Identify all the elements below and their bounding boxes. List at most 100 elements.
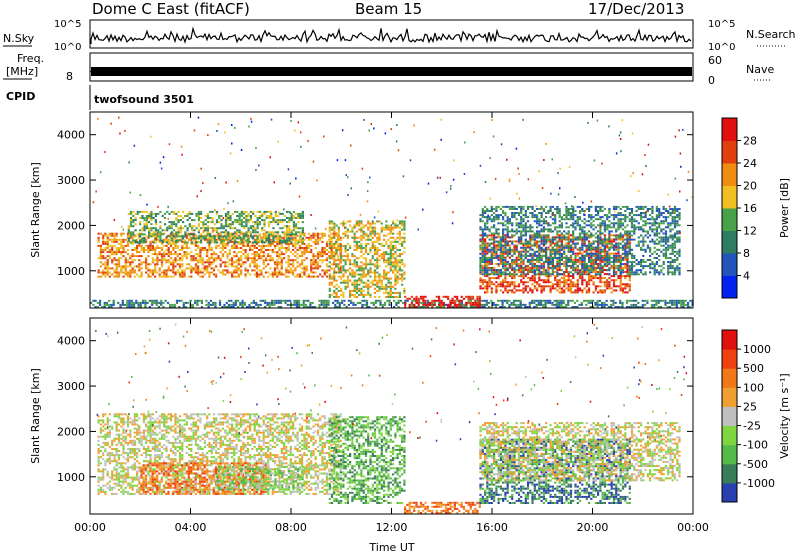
echo-cell (203, 265, 206, 268)
echo-cell (396, 232, 399, 235)
echo-cell (524, 269, 527, 271)
echo-cell (298, 301, 301, 304)
echo-cell (403, 289, 406, 292)
echo-cell (262, 251, 265, 254)
echo-cell (522, 275, 525, 278)
echo-cell (140, 271, 143, 274)
echo-cell (511, 240, 514, 243)
echo-cell (337, 275, 340, 278)
echo-cell (339, 269, 342, 272)
echo-cell (234, 235, 237, 238)
echo-cell (353, 232, 356, 235)
echo-cell (497, 246, 500, 249)
echo-cell (276, 242, 279, 245)
echo-cell (258, 221, 261, 224)
echo-cell (612, 281, 616, 284)
echo-cell (369, 226, 372, 229)
echo-cell (242, 261, 245, 264)
echo-cell (436, 306, 439, 308)
echo-cell (301, 255, 304, 258)
echo-cell (117, 242, 121, 245)
echo-cell (513, 269, 516, 272)
echo-cell (295, 303, 298, 306)
echo-cell (156, 257, 159, 260)
echo-cell (131, 242, 134, 245)
echo-cell (117, 263, 121, 266)
echo-cell (524, 212, 527, 214)
echo-cell (131, 249, 134, 251)
echo-cell (494, 303, 497, 306)
echo-cell (210, 249, 213, 251)
echo-cell (145, 240, 148, 243)
echo-cell (175, 239, 178, 242)
echo-cell (524, 306, 527, 308)
echo-cell (508, 244, 511, 247)
echo-cell (277, 306, 280, 308)
echo-cell (385, 253, 388, 256)
echo-cell (295, 239, 298, 242)
echo-cell (268, 301, 271, 304)
echo-cell (567, 273, 570, 276)
echo-cell (626, 291, 629, 294)
echo-cell (255, 242, 258, 245)
echo-cell (608, 283, 611, 286)
echo-cell (283, 215, 286, 217)
echo-cell (580, 303, 583, 306)
echo-cell (166, 239, 169, 242)
echo-cell (529, 228, 532, 231)
echo-cell (403, 224, 406, 227)
echo-cell (129, 261, 132, 264)
echo-cell (396, 249, 399, 251)
echo-cell (104, 273, 107, 276)
echo-cell (340, 247, 343, 249)
echo-cell (653, 299, 656, 302)
echo-cell (276, 223, 280, 226)
echo-cell (415, 297, 418, 300)
echo-cell (563, 277, 566, 280)
echo-cell (520, 258, 523, 261)
nsky-tick-top: 10^5 (54, 19, 81, 30)
echo-cell (508, 218, 511, 221)
echo-cell (484, 257, 487, 259)
echo-cell (258, 244, 261, 247)
echo-cell (508, 273, 511, 276)
echo-cell (226, 261, 229, 264)
echo-cell (221, 247, 225, 249)
echo-cell (328, 273, 331, 276)
echo-cell (526, 281, 530, 284)
echo-cell (154, 267, 157, 270)
echo-cell (257, 303, 260, 306)
echo-cell (529, 230, 532, 233)
echo-cell (271, 257, 274, 260)
echo-cell (351, 253, 354, 256)
echo-cell (378, 238, 381, 241)
echo-cell (358, 236, 361, 239)
echo-cell (398, 267, 401, 270)
echo-cell (526, 226, 530, 229)
echo-cell (145, 261, 148, 264)
echo-cell (520, 212, 523, 214)
echo-cell (139, 301, 142, 304)
echo-cell (389, 269, 392, 272)
echo-cell (590, 277, 593, 280)
echo-cell (524, 248, 527, 251)
echo-cell (628, 287, 631, 290)
echo-cell (251, 244, 254, 247)
echo-cell (519, 299, 522, 302)
echo-cell (599, 275, 602, 278)
echo-cell (172, 259, 175, 262)
echo-cell (374, 301, 378, 304)
echo-cell (380, 222, 383, 225)
echo-cell (495, 269, 498, 272)
echo-cell (103, 303, 106, 306)
echo-cell (684, 299, 687, 302)
echo-cell (385, 289, 388, 292)
echo-cell (99, 301, 102, 304)
echo-cell (603, 234, 606, 237)
echo-cell (673, 301, 676, 304)
echo-cell (283, 225, 286, 228)
echo-cell (481, 287, 484, 290)
echo-cell (554, 277, 557, 280)
echo-cell (101, 306, 104, 308)
echo-cell (151, 247, 154, 249)
